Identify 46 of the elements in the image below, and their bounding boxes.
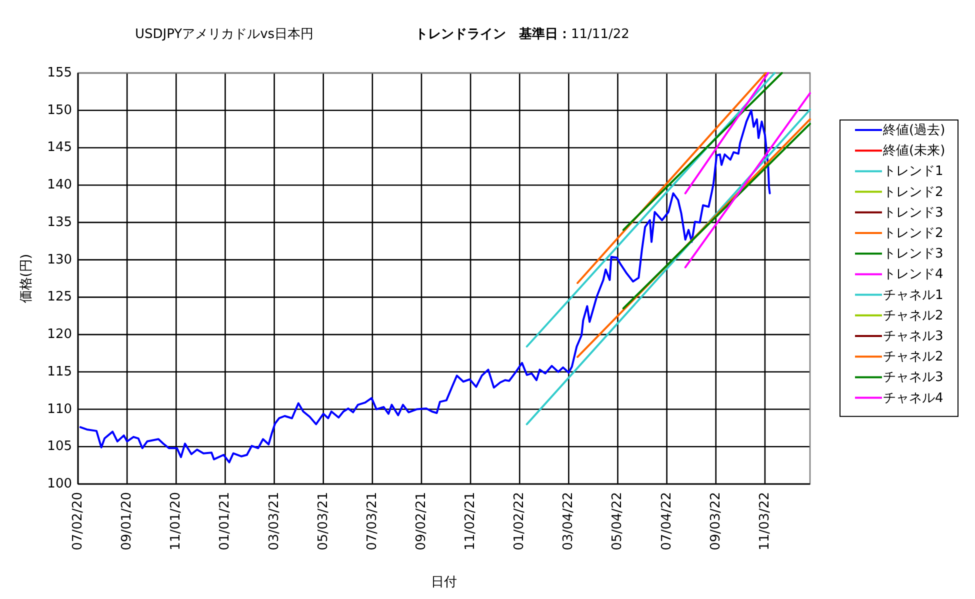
x-tick-label: 05/03/21 xyxy=(316,492,331,550)
legend-label: チャネル3 xyxy=(883,370,944,385)
x-tick-label: 01/01/21 xyxy=(218,492,233,550)
x-tick-label: 09/01/20 xyxy=(120,492,135,550)
x-tick-label: 05/04/22 xyxy=(610,492,626,550)
y-tick-label: 115 xyxy=(47,364,72,380)
y-tick-label: 130 xyxy=(47,252,72,268)
y-tick-label: 125 xyxy=(47,290,72,305)
x-axis-title: 日付 xyxy=(431,575,457,590)
y-tick-label: 120 xyxy=(47,327,72,342)
chart-subtitle: トレンドライン 基準日：11/11/22 xyxy=(415,27,630,42)
y-tick-label: 140 xyxy=(47,178,72,193)
legend-label: チャネル3 xyxy=(883,328,944,344)
legend-label: トレンド3 xyxy=(883,204,944,220)
x-tick-label: 07/04/22 xyxy=(659,492,674,550)
line-series xyxy=(79,109,771,464)
y-tick-label: 155 xyxy=(47,66,72,80)
y-tick-label: 135 xyxy=(47,214,72,230)
legend-label: トレンド2 xyxy=(883,184,944,200)
legend-label: トレンド2 xyxy=(883,226,944,240)
x-tick-label: 09/03/22 xyxy=(708,492,724,550)
x-tick-label: 07/03/21 xyxy=(364,492,380,550)
y-tick-label: 145 xyxy=(47,140,72,156)
x-tick-label: 11/01/20 xyxy=(168,492,184,550)
legend-label: トレンド4 xyxy=(883,266,944,282)
x-tick-label: 03/04/22 xyxy=(561,492,576,550)
legend-label: チャネル4 xyxy=(883,390,944,406)
x-tick-label: 11/02/21 xyxy=(463,492,478,550)
y-tick-label: 150 xyxy=(47,102,72,118)
legend-label: チャネル2 xyxy=(883,308,944,323)
legend-label: トレンド1 xyxy=(883,164,944,179)
y-tick-label: 105 xyxy=(47,439,72,454)
chart-title: USDJPYアメリカドルvs日本円 xyxy=(135,27,314,42)
legend-label: トレンド3 xyxy=(883,246,944,262)
y-axis-title: 価格(円) xyxy=(18,254,34,304)
y-tick-label: 110 xyxy=(47,402,72,417)
legend-label: 終値(未来) xyxy=(882,143,946,158)
legend-label: 終値(過去) xyxy=(882,122,946,138)
x-tick-label: 03/03/21 xyxy=(266,492,282,550)
legend-label: チャネル2 xyxy=(883,349,944,364)
x-tick-label: 11/03/22 xyxy=(757,492,772,550)
x-tick-label: 09/02/21 xyxy=(414,492,429,550)
legend-label: チャネル1 xyxy=(883,287,944,302)
x-tick-label: 07/02/20 xyxy=(70,492,86,550)
x-tick-label: 01/02/22 xyxy=(512,492,528,550)
y-tick-label: 100 xyxy=(47,476,72,492)
